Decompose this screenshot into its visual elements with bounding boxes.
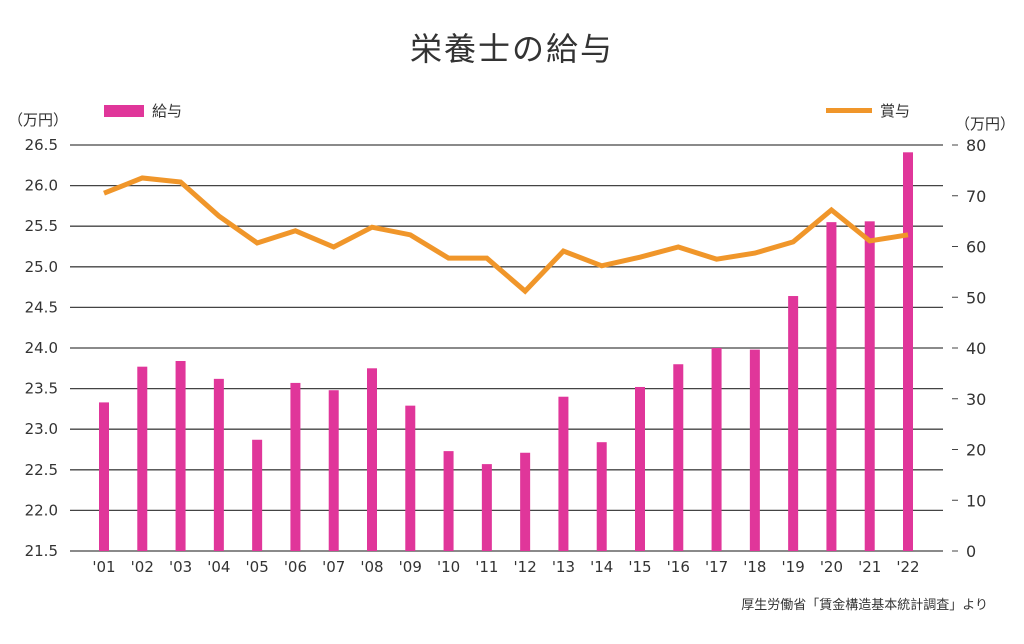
left-tick-label: 26.5 xyxy=(25,136,58,154)
left-tick-label: 25.0 xyxy=(25,258,58,276)
bar-11 xyxy=(481,464,492,551)
bar-22 xyxy=(903,152,913,552)
bar-17 xyxy=(711,348,722,551)
bar-08 xyxy=(367,368,377,551)
x-tick-label: '12 xyxy=(514,558,537,576)
right-tick-label: 30 xyxy=(966,390,986,409)
source-note: 厚生労働省「賃金構造基本統計調査」より xyxy=(741,598,988,613)
bar-20 xyxy=(826,222,837,551)
bar-03 xyxy=(175,360,186,551)
x-tick-label: '11 xyxy=(475,558,498,576)
legend-salary-label: 給与 xyxy=(152,102,183,120)
bar-09 xyxy=(405,405,416,551)
x-tick-label: '04 xyxy=(207,558,230,576)
right-tick-label: 20 xyxy=(966,441,986,460)
x-tick-label: '13 xyxy=(552,558,575,576)
x-tick-label: '07 xyxy=(322,558,345,576)
left-axis-unit: （万円） xyxy=(8,111,69,129)
legend-bonus-label: 賞与 xyxy=(880,102,911,120)
right-tick-label: 50 xyxy=(966,288,986,307)
x-tick-label: '14 xyxy=(590,558,613,576)
legend-line-swatch xyxy=(826,108,872,113)
x-tick-label: '17 xyxy=(705,558,728,576)
x-tick-label: '01 xyxy=(92,558,115,576)
x-tick-label: '19 xyxy=(782,558,805,576)
x-tick-label: '05 xyxy=(246,558,269,576)
legend-salary: 給与 xyxy=(104,100,182,121)
legend-bar-swatch xyxy=(104,104,144,117)
x-tick-label: '15 xyxy=(628,558,651,576)
left-tick-label: 26.0 xyxy=(25,177,58,195)
bar-18 xyxy=(749,349,760,551)
legend-bonus: 賞与 xyxy=(826,100,910,121)
left-tick-label: 24.5 xyxy=(25,298,58,316)
left-tick-label: 24.0 xyxy=(25,339,58,357)
left-tick-label: 22.5 xyxy=(25,461,58,479)
x-tick-label: '02 xyxy=(131,558,154,576)
bar-06 xyxy=(290,382,301,551)
bar-01 xyxy=(99,402,109,551)
right-tick-label: 60 xyxy=(966,238,986,257)
bar-12 xyxy=(520,452,531,551)
x-tick-label: '22 xyxy=(896,558,919,576)
bar-16 xyxy=(673,364,684,551)
bar-19 xyxy=(788,296,799,551)
bar-04 xyxy=(213,378,224,551)
bonus-line xyxy=(103,175,909,295)
chart-title: 栄養士の給与 xyxy=(409,30,614,68)
bar-21 xyxy=(864,221,875,551)
x-tick-label: '06 xyxy=(284,558,307,576)
left-tick-label: 22.0 xyxy=(25,501,58,519)
bar-13 xyxy=(558,396,569,551)
right-tick-label: 40 xyxy=(966,339,986,358)
left-tick-label: 21.5 xyxy=(25,542,58,560)
left-tick-label: 23.0 xyxy=(25,420,58,438)
right-tick-label: 0 xyxy=(966,542,976,561)
x-tick-label: '10 xyxy=(437,558,460,576)
right-tick-label: 80 xyxy=(966,136,986,155)
bar-10 xyxy=(443,451,454,551)
x-tick-label: '03 xyxy=(169,558,192,576)
right-axis-unit: （万円） xyxy=(955,115,1016,133)
x-tick-label: '20 xyxy=(820,558,843,576)
bar-14 xyxy=(596,442,607,551)
bar-15 xyxy=(635,386,645,551)
left-tick-label: 25.5 xyxy=(25,217,58,235)
x-tick-label: '09 xyxy=(399,558,422,576)
x-tick-label: '16 xyxy=(667,558,690,576)
bar-02 xyxy=(137,366,148,551)
right-tick-label: 70 xyxy=(966,187,986,206)
right-tick-label: 10 xyxy=(966,491,986,510)
bar-05 xyxy=(252,439,263,551)
x-tick-label: '21 xyxy=(858,558,881,576)
bar-07 xyxy=(328,390,339,551)
left-tick-label: 23.5 xyxy=(25,380,58,398)
x-tick-label: '08 xyxy=(360,558,383,576)
x-tick-label: '18 xyxy=(743,558,766,576)
